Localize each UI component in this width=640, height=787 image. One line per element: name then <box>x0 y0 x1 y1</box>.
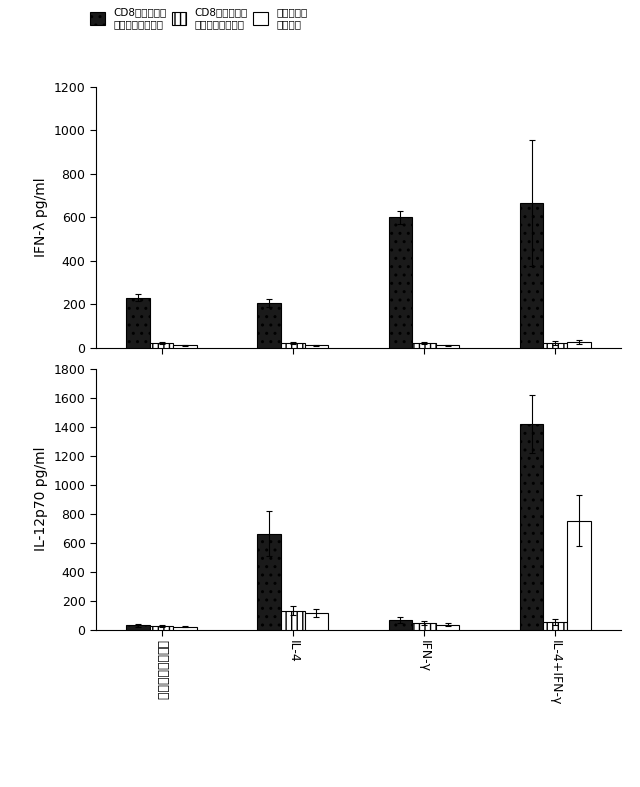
Bar <box>126 297 150 348</box>
Bar <box>305 345 328 348</box>
Bar <box>520 423 543 630</box>
Bar <box>173 626 197 630</box>
Legend: CD8陽性従来型
樹状細胞の等価物, CD8陰性従来型
樹状細胞の等価物, 形質細胞様
樹状細胞: CD8陽性従来型 樹状細胞の等価物, CD8陰性従来型 樹状細胞の等価物, 形質… <box>88 6 310 31</box>
Bar <box>126 625 150 630</box>
Bar <box>388 620 412 630</box>
Bar <box>150 626 173 630</box>
Bar <box>150 343 173 348</box>
Bar <box>412 343 436 348</box>
Bar <box>436 625 460 630</box>
Bar <box>305 613 328 630</box>
Bar <box>257 303 281 348</box>
Bar <box>567 342 591 348</box>
Bar <box>520 203 543 348</box>
Bar <box>412 623 436 630</box>
Y-axis label: IL-12p70 pg/ml: IL-12p70 pg/ml <box>34 447 48 552</box>
Bar <box>173 345 197 348</box>
Bar <box>281 343 305 348</box>
Bar <box>257 534 281 630</box>
Y-axis label: IFN-λ pg/ml: IFN-λ pg/ml <box>34 177 48 257</box>
Bar <box>567 521 591 630</box>
Bar <box>388 217 412 348</box>
Bar <box>543 343 567 348</box>
Bar <box>281 611 305 630</box>
Bar <box>543 622 567 630</box>
Bar <box>436 345 460 348</box>
